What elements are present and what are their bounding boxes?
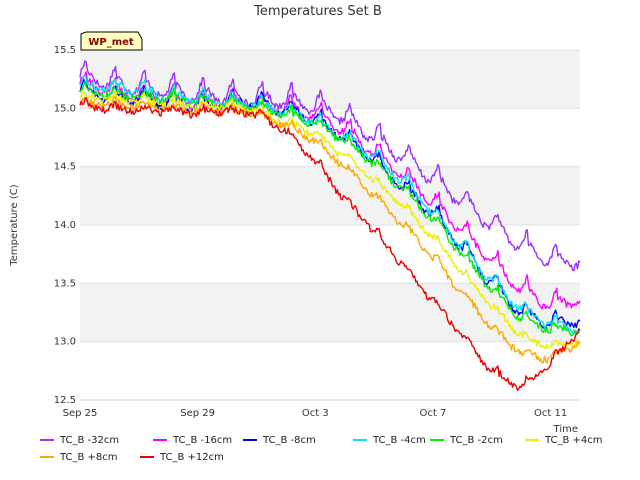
legend-item: TC_B +4cm <box>525 435 603 446</box>
legend-label: TC_B -4cm <box>372 435 426 446</box>
x-tick-label: Oct 3 <box>302 408 329 419</box>
series-lines <box>79 60 581 391</box>
station-badge: WP_met <box>80 31 143 51</box>
y-tick-label: 13.5 <box>54 278 76 289</box>
legend-label: TC_B -16cm <box>172 435 232 446</box>
y-axis: 12.5 13.0 13.5 14.0 14.5 15.0 15.5 <box>54 45 76 406</box>
x-tick-label: Oct 7 <box>420 408 447 419</box>
y-tick-label: 14.0 <box>54 220 76 231</box>
series-line <box>79 80 581 337</box>
badge-label: WP_met <box>88 37 134 48</box>
y-tick-label: 13.0 <box>54 337 76 348</box>
legend-label: TC_B -2cm <box>449 435 503 446</box>
x-tick-label: Sep 25 <box>63 408 98 419</box>
legend-item: TC_B -8cm <box>243 435 316 446</box>
chart-title: Temperatures Set B <box>253 4 382 19</box>
x-tick-label: Oct 11 <box>534 408 567 419</box>
legend-item: TC_B -4cm <box>353 435 426 446</box>
series-line <box>79 97 581 391</box>
legend-item: TC_B -2cm <box>430 435 503 446</box>
y-tick-label: 14.5 <box>54 162 76 173</box>
legend-label: TC_B +12cm <box>159 452 224 463</box>
legend-item: TC_B -16cm <box>153 435 232 446</box>
x-axis-label: Time <box>553 424 578 435</box>
legend: TC_B -32cm TC_B -16cm TC_B -8cm TC_B -4cm TC… <box>40 435 603 463</box>
x-axis: Sep 25 Sep 29 Oct 3 Oct 7 Oct 11 <box>63 408 568 419</box>
series-line <box>79 60 581 272</box>
legend-label: TC_B -32cm <box>59 435 119 446</box>
legend-item: TC_B +8cm <box>40 452 118 463</box>
legend-item: TC_B +12cm <box>140 452 224 463</box>
badge-box <box>80 31 143 51</box>
legend-label: TC_B +4cm <box>544 435 603 446</box>
grid-band <box>80 166 580 225</box>
legend-label: TC_B +8cm <box>59 452 118 463</box>
grid-band <box>80 283 580 342</box>
legend-label: TC_B -8cm <box>262 435 316 446</box>
y-axis-label: Temperature (C) <box>9 184 20 266</box>
y-tick-label: 12.5 <box>54 395 76 406</box>
y-tick-label: 15.0 <box>54 103 76 114</box>
y-tick-label: 15.5 <box>54 45 76 56</box>
x-tick-label: Sep 29 <box>180 408 215 419</box>
legend-item: TC_B -32cm <box>40 435 119 446</box>
